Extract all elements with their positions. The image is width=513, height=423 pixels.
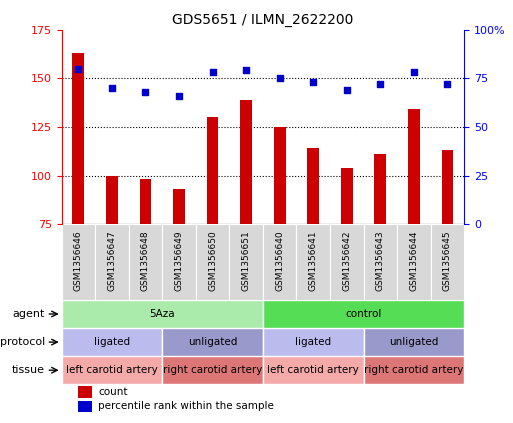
Bar xyxy=(297,224,330,300)
Text: GSM1356641: GSM1356641 xyxy=(309,230,318,291)
Title: GDS5651 / ILMN_2622200: GDS5651 / ILMN_2622200 xyxy=(172,13,353,27)
Text: count: count xyxy=(98,387,128,397)
Text: GSM1356650: GSM1356650 xyxy=(208,230,217,291)
Text: left carotid artery: left carotid artery xyxy=(66,365,158,375)
Text: GSM1356644: GSM1356644 xyxy=(409,230,419,291)
Text: agent: agent xyxy=(12,309,45,319)
Point xyxy=(443,81,451,88)
Bar xyxy=(196,224,229,300)
Point xyxy=(74,65,83,72)
Point xyxy=(142,88,150,95)
Bar xyxy=(364,224,397,300)
Text: unligated: unligated xyxy=(389,337,439,347)
Text: GSM1356645: GSM1356645 xyxy=(443,230,452,291)
Bar xyxy=(408,110,420,224)
Text: GSM1356647: GSM1356647 xyxy=(107,230,116,291)
Text: ligated: ligated xyxy=(94,337,130,347)
Point xyxy=(208,69,216,76)
Bar xyxy=(162,328,263,356)
Bar xyxy=(162,356,263,384)
Bar xyxy=(62,300,263,328)
Bar xyxy=(173,189,185,224)
Point xyxy=(275,75,284,82)
Text: GSM1356651: GSM1356651 xyxy=(242,230,251,291)
Bar xyxy=(129,224,162,300)
Bar xyxy=(62,224,95,300)
Bar xyxy=(341,168,352,224)
Bar xyxy=(364,356,464,384)
Bar xyxy=(207,117,219,224)
Point xyxy=(309,79,318,85)
Text: left carotid artery: left carotid artery xyxy=(267,365,359,375)
Text: GSM1356642: GSM1356642 xyxy=(342,230,351,291)
Bar xyxy=(263,300,464,328)
Text: 5Aza: 5Aza xyxy=(149,309,175,319)
Bar xyxy=(263,224,297,300)
Bar xyxy=(62,328,162,356)
Bar xyxy=(72,53,84,224)
Bar xyxy=(62,356,162,384)
Bar xyxy=(229,224,263,300)
Text: GSM1356646: GSM1356646 xyxy=(74,230,83,291)
Text: GSM1356649: GSM1356649 xyxy=(174,230,184,291)
Text: ligated: ligated xyxy=(295,337,331,347)
Text: protocol: protocol xyxy=(0,337,45,347)
Text: GSM1356643: GSM1356643 xyxy=(376,230,385,291)
Bar xyxy=(374,154,386,224)
Point xyxy=(376,81,384,88)
Bar xyxy=(263,356,364,384)
Bar xyxy=(307,148,319,224)
Bar xyxy=(263,328,364,356)
Point xyxy=(175,92,183,99)
Text: right carotid artery: right carotid artery xyxy=(364,365,464,375)
Bar xyxy=(274,127,286,224)
Bar xyxy=(106,176,118,224)
Bar xyxy=(140,179,151,224)
Bar xyxy=(431,224,464,300)
Text: right carotid artery: right carotid artery xyxy=(163,365,262,375)
Bar xyxy=(95,224,129,300)
Text: percentile rank within the sample: percentile rank within the sample xyxy=(98,401,274,411)
Bar xyxy=(240,100,252,224)
Bar xyxy=(442,150,453,224)
Text: tissue: tissue xyxy=(12,365,45,375)
Point xyxy=(242,67,250,74)
Point xyxy=(108,85,116,91)
Text: GSM1356648: GSM1356648 xyxy=(141,230,150,291)
Point xyxy=(343,87,351,93)
Bar xyxy=(78,401,92,412)
Bar xyxy=(78,386,92,398)
Bar xyxy=(364,328,464,356)
Text: unligated: unligated xyxy=(188,337,237,347)
Text: GSM1356640: GSM1356640 xyxy=(275,230,284,291)
Bar xyxy=(397,224,431,300)
Point xyxy=(410,69,418,76)
Bar xyxy=(330,224,364,300)
Bar xyxy=(162,224,196,300)
Text: control: control xyxy=(345,309,382,319)
